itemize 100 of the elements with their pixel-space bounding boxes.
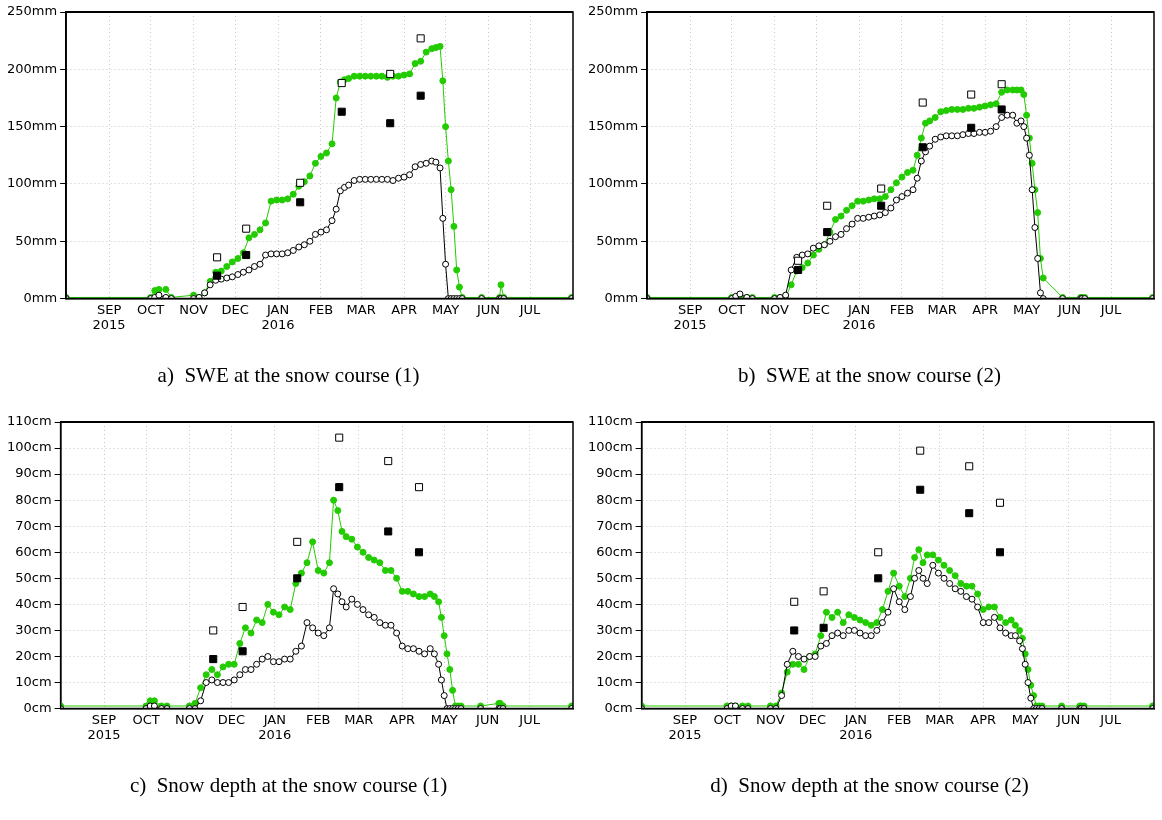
- y-tick-label: 100mm: [588, 175, 639, 191]
- x-tick-label: SEP 2015: [673, 301, 707, 333]
- y-tick-label: 40cm: [596, 595, 633, 611]
- point: [819, 587, 828, 596]
- x-tick-label: MAY: [1013, 301, 1041, 317]
- x-tick-label: JUN: [1056, 711, 1081, 727]
- x-tick-label: MAR: [925, 711, 955, 727]
- y-tick-label: 100cm: [588, 439, 633, 455]
- point: [384, 457, 393, 466]
- x-tick-label: FEB: [886, 711, 912, 727]
- point: [213, 271, 222, 280]
- point: [916, 485, 925, 494]
- y-tick-label: 50mm: [596, 232, 639, 248]
- x-tick-label: DEC: [221, 301, 249, 317]
- x-tick-label: NOV: [760, 301, 789, 317]
- y-tick-label: 90cm: [596, 465, 633, 481]
- point: [967, 90, 976, 99]
- point: [997, 80, 1006, 89]
- point: [296, 198, 305, 207]
- point: [414, 483, 424, 492]
- x-tick-label: SEP 2015: [87, 711, 121, 743]
- y-tick-label: 40cm: [15, 595, 52, 611]
- point: [386, 119, 395, 128]
- point: [823, 201, 832, 210]
- x-tick-label: NOV: [756, 711, 785, 727]
- y-tick-label: 50mm: [15, 232, 58, 248]
- point: [209, 655, 218, 664]
- x-tick-label: DEC: [802, 301, 830, 317]
- x-tick-label: OCT: [136, 301, 165, 317]
- y-tick-label: 100cm: [7, 439, 52, 455]
- x-tick-label: MAR: [344, 711, 374, 727]
- point: [916, 446, 925, 455]
- point: [997, 105, 1006, 114]
- point: [209, 626, 218, 635]
- x-tick-label: OCT: [132, 711, 160, 727]
- x-tick-label: DEC: [217, 711, 246, 727]
- x-tick-label: OCT: [713, 711, 741, 727]
- point: [877, 201, 886, 210]
- point: [238, 647, 247, 656]
- y-tick-label: 90cm: [15, 465, 52, 481]
- point: [296, 178, 305, 187]
- y-tick-label: 70cm: [15, 517, 52, 533]
- point: [965, 509, 974, 518]
- text: d) Snow depth at the snow course (2): [710, 772, 1029, 797]
- x-tick-label: MAY: [430, 711, 458, 727]
- y-tick-label: 200mm: [7, 60, 58, 76]
- x-tick-label: APR: [970, 711, 997, 727]
- point: [967, 123, 976, 132]
- y-tick-label: 20cm: [596, 647, 633, 663]
- y-tick-label: 0cm: [23, 699, 52, 715]
- point: [242, 251, 251, 260]
- x-tick-label: MAY: [432, 301, 460, 317]
- point: [790, 597, 799, 606]
- text: b) SWE at the snow course (2): [737, 362, 1002, 387]
- x-tick-label: APR: [389, 711, 416, 727]
- point: [416, 34, 425, 43]
- text: c) Snow depth at the snow course (1): [129, 772, 448, 797]
- point: [918, 143, 927, 152]
- x-tick-label: FEB: [889, 301, 915, 317]
- point: [965, 462, 974, 471]
- y-tick-label: 30cm: [596, 621, 633, 637]
- x-tick-label: MAY: [1011, 711, 1039, 727]
- y-tick-label: 20cm: [15, 647, 52, 663]
- y-tick-label: 100mm: [7, 175, 58, 191]
- point: [293, 574, 302, 583]
- x-tick-label: JAN 2016: [842, 301, 876, 333]
- text: a) SWE at the snow course (1): [157, 362, 420, 387]
- point: [790, 626, 799, 635]
- x-tick-label: FEB: [305, 711, 331, 727]
- y-tick-label: 10cm: [596, 673, 633, 689]
- x-tick-label: SEP 2015: [668, 711, 702, 743]
- x-tick-label: APR: [391, 301, 417, 317]
- y-tick-label: 60cm: [596, 543, 633, 559]
- x-tick-label: JAN 2016: [839, 711, 873, 743]
- x-tick-label: JAN 2016: [261, 301, 295, 333]
- y-tick-label: 70cm: [596, 517, 633, 533]
- point: [337, 107, 346, 116]
- point: [918, 98, 927, 107]
- y-tick-label: 110cm: [588, 413, 633, 429]
- x-tick-label: JUN: [475, 301, 501, 317]
- x-tick-label: SEP 2015: [92, 301, 126, 333]
- point: [414, 548, 424, 557]
- x-tick-label: APR: [972, 301, 998, 317]
- x-tick-label: JUL: [518, 711, 541, 727]
- point: [242, 224, 251, 233]
- point: [794, 256, 803, 265]
- y-tick-label: 50cm: [596, 569, 633, 585]
- point: [995, 498, 1005, 507]
- y-tick-label: 60cm: [15, 543, 52, 559]
- x-tick-label: JAN 2016: [258, 711, 292, 743]
- y-tick-label: 50cm: [15, 569, 52, 585]
- point: [384, 527, 393, 536]
- y-tick-label: 0mm: [604, 289, 639, 305]
- point: [874, 548, 883, 557]
- x-tick-label: OCT: [717, 301, 746, 317]
- x-tick-label: JUL: [1099, 301, 1123, 317]
- point: [995, 548, 1005, 557]
- point: [335, 433, 344, 442]
- x-tick-label: NOV: [175, 711, 204, 727]
- x-tick-label: FEB: [308, 301, 334, 317]
